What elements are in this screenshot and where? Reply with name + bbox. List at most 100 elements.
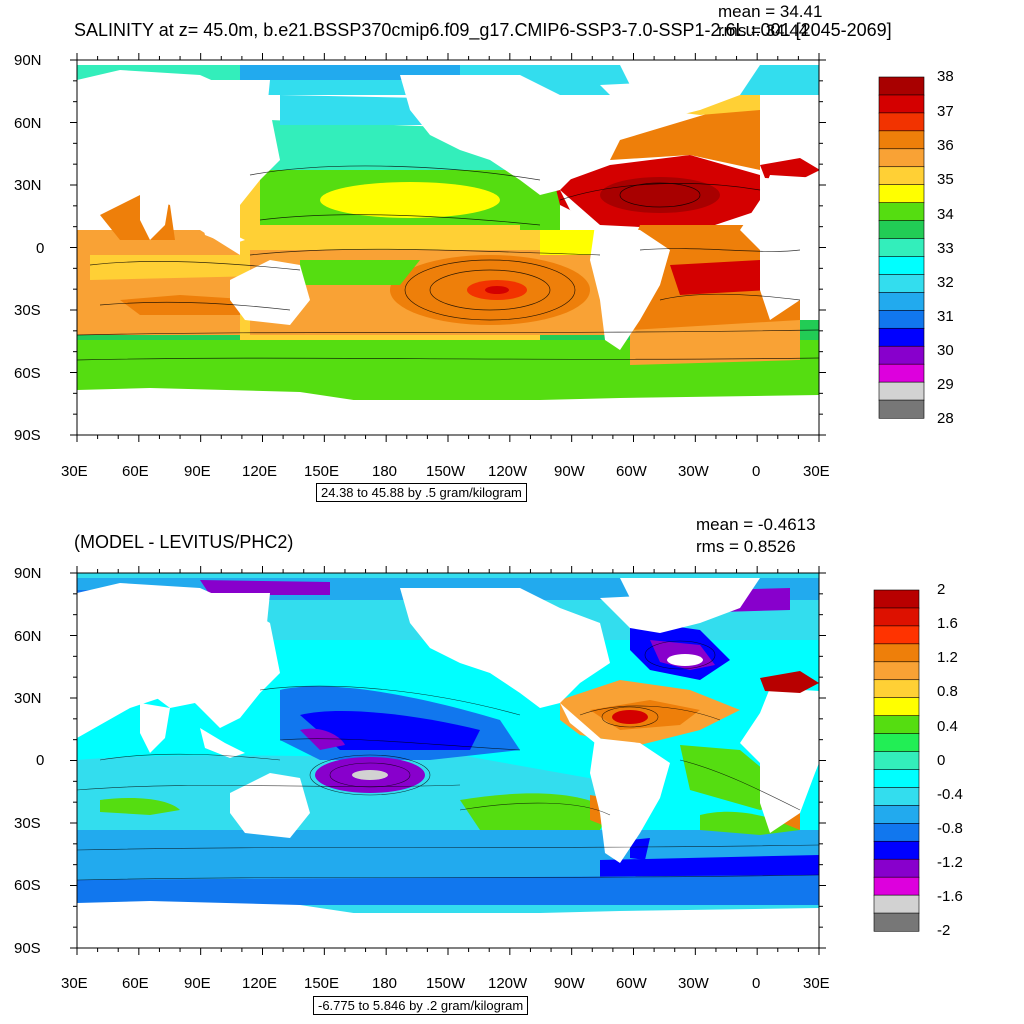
lon-label-90e: 90E [184, 463, 211, 480]
colorbar-label-36: 36 [937, 137, 954, 154]
colorbar-swatch [873, 858, 920, 878]
lat-label-90n-2: 90N [14, 565, 42, 582]
lon-label-60w-2: 60W [616, 975, 647, 992]
colorbar-swatch [878, 184, 925, 204]
diff-colorbar-label-1.2: 1.2 [937, 649, 958, 666]
colorbar-label-30: 30 [937, 342, 954, 359]
lon-label-30e-end: 30E [803, 463, 830, 480]
lon-label-150w-2: 150W [426, 975, 466, 992]
lon-label-0-2: 0 [752, 975, 761, 992]
diff-colorbar-label-neg0.4: -0.4 [937, 786, 963, 803]
lon-label-120e: 120E [242, 463, 278, 480]
colorbar-swatch [873, 625, 920, 645]
lon-label-60e-2: 60E [122, 975, 149, 992]
colorbar-swatch [878, 345, 925, 365]
lat-label-60n: 60N [14, 115, 42, 132]
land-masses [77, 65, 819, 435]
difference-colorbar [873, 589, 920, 932]
colorbar-label-29: 29 [937, 376, 954, 393]
lat-label-30s: 30S [14, 302, 41, 319]
lon-label-150e: 150E [304, 463, 340, 480]
colorbar-swatch [878, 76, 925, 96]
colorbar-swatch [873, 769, 920, 789]
colorbar-swatch [878, 381, 925, 401]
colorbar-label-31: 31 [937, 308, 954, 325]
difference-contour-info-box: -6.775 to 5.846 by .2 gram/kilogram [313, 996, 529, 1015]
difference-map-title: (MODEL - LEVITUS/PHC2) [74, 532, 294, 552]
colorbar-swatch [873, 894, 920, 914]
colorbar-label-35: 35 [937, 171, 954, 188]
lat-label-30n: 30N [14, 177, 42, 194]
lat-label-60n-2: 60N [14, 628, 42, 645]
lon-label-60e: 60E [122, 463, 149, 480]
colorbar-swatch [878, 292, 925, 311]
lat-label-90s: 90S [14, 427, 41, 444]
salinity-map [77, 60, 819, 435]
colorbar-swatch [873, 661, 920, 681]
lat-label-60s-2: 60S [14, 877, 41, 894]
lon-label-30w-2: 30W [678, 975, 709, 992]
diff-colorbar-label-neg1.2: -1.2 [937, 854, 963, 871]
difference-contour-lines [77, 640, 819, 881]
lon-label-120w-2: 120W [488, 975, 528, 992]
colorbar-label-34: 34 [937, 206, 954, 223]
colorbar-swatch [873, 912, 920, 932]
difference-land-masses [77, 578, 819, 948]
colorbar-swatch [873, 787, 920, 806]
colorbar-swatch [878, 310, 925, 329]
diff-colorbar-label-0: 0 [937, 752, 946, 769]
lon-label-150e-2: 150E [304, 975, 340, 992]
colorbar-swatch [878, 148, 925, 168]
colorbar-swatch [878, 256, 925, 276]
lat-label-90s-2: 90S [14, 940, 41, 957]
colorbar-swatch [873, 733, 920, 753]
colorbar-swatch [873, 840, 920, 860]
colorbar-swatch [878, 399, 925, 419]
colorbar-swatch [878, 202, 925, 222]
difference-rms-value: rms = 0.8526 [696, 537, 796, 556]
lon-label-60w: 60W [616, 463, 647, 480]
lat-label-eq: 0 [36, 240, 45, 257]
lat-label-eq-2: 0 [36, 752, 45, 769]
colorbar-swatch [873, 715, 920, 735]
lon-label-30w: 30W [678, 463, 709, 480]
colorbar-swatch [873, 805, 920, 824]
colorbar-label-28: 28 [937, 410, 954, 427]
lon-label-30e-end-2: 30E [803, 975, 830, 992]
lat-label-30s-2: 30S [14, 815, 41, 832]
colorbar-swatch [873, 607, 920, 627]
colorbar-swatch [873, 823, 920, 842]
lon-label-120w: 120W [488, 463, 528, 480]
contour-info-box: 24.38 to 45.88 by .5 gram/kilogram [316, 483, 527, 502]
salinity-colorbar [878, 76, 925, 419]
lon-label-90w-2: 90W [554, 975, 585, 992]
colorbar-label-38: 38 [937, 68, 954, 85]
lon-label-180-2: 180 [372, 975, 398, 992]
colorbar-swatch [878, 327, 925, 347]
lat-label-30n-2: 30N [14, 690, 42, 707]
difference-mean-value: mean = -0.4613 [696, 515, 816, 534]
colorbar-swatch [878, 274, 925, 293]
colorbar-swatch [873, 697, 920, 717]
lon-label-90e-2: 90E [184, 975, 211, 992]
colorbar-swatch [878, 238, 925, 258]
colorbar-label-37: 37 [937, 103, 954, 120]
lon-label-0: 0 [752, 463, 761, 480]
colorbar-swatch [878, 166, 925, 186]
lat-label-60s: 60S [14, 365, 41, 382]
lon-label-30e-2: 30E [61, 975, 88, 992]
colorbar-label-33: 33 [937, 240, 954, 257]
diff-colorbar-label-0.4: 0.4 [937, 718, 958, 735]
colorbar-swatch [873, 679, 920, 699]
diff-colorbar-label-1.6: 1.6 [937, 615, 958, 632]
lon-label-90w: 90W [554, 463, 585, 480]
lat-label-90n: 90N [14, 52, 42, 69]
lon-label-150w: 150W [426, 463, 466, 480]
mean-value: mean = 34.41 [718, 2, 823, 21]
lon-label-30e: 30E [61, 463, 88, 480]
colorbar-swatch [878, 363, 925, 383]
diff-colorbar-label-neg2: -2 [937, 922, 951, 939]
colorbar-swatch [878, 220, 925, 240]
colorbar-swatch [878, 112, 925, 132]
